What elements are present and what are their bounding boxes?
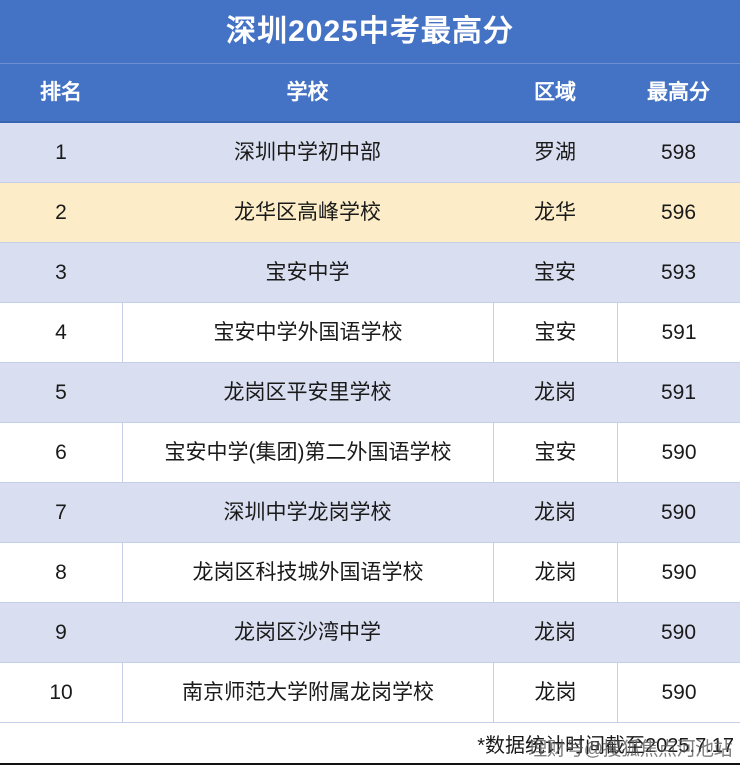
cell-school: 南京师范大学附属龙岗学校 xyxy=(122,663,493,722)
cell-score: 590 xyxy=(617,663,740,722)
cell-rank: 1 xyxy=(55,141,67,164)
cell-school: 宝安中学 xyxy=(265,261,350,284)
table-row: 4 宝安中学外国语学校 宝安 591 xyxy=(0,303,740,363)
column-header-area: 区域 xyxy=(534,81,576,104)
footer-note-bar: *数据统计时间截至2025.7.17 理财号@搜狐焦点河池站 xyxy=(0,723,740,765)
cell-area: 宝安 xyxy=(534,261,576,284)
column-header-score: 最高分 xyxy=(647,81,710,104)
cell-school: 深圳中学初中部 xyxy=(234,141,381,164)
cell-area: 宝安 xyxy=(493,423,617,482)
cell-score: 590 xyxy=(660,501,697,524)
cell-school: 宝安中学(集团)第二外国语学校 xyxy=(122,423,493,482)
cell-score: 591 xyxy=(617,303,740,362)
table-row: 2 龙华区高峰学校 龙华 596 xyxy=(0,183,740,243)
table-row: 7 深圳中学龙岗学校 龙岗 590 xyxy=(0,483,740,543)
page-title: 深圳2025中考最高分 xyxy=(226,14,514,48)
table-row: 10 南京师范大学附属龙岗学校 龙岗 590 xyxy=(0,663,740,723)
cell-rank: 8 xyxy=(55,561,67,584)
cell-school: 龙华区高峰学校 xyxy=(234,201,381,224)
column-header-school: 学校 xyxy=(286,81,329,104)
cell-area: 龙岗 xyxy=(534,501,576,524)
cell-rank: 3 xyxy=(55,261,67,284)
cell-school: 深圳中学龙岗学校 xyxy=(223,501,392,524)
cell-score: 590 xyxy=(617,423,740,482)
cell-area: 宝安 xyxy=(493,303,617,362)
table-row: 3 宝安中学 宝安 593 xyxy=(0,243,740,303)
cell-rank: 4 xyxy=(55,321,67,344)
cell-area: 罗湖 xyxy=(534,141,576,164)
cell-rank: 2 xyxy=(55,201,67,224)
column-header-rank: 排名 xyxy=(40,81,82,104)
table-header-row: 排名 学校 区域 最高分 xyxy=(0,64,740,123)
cell-school: 龙岗区沙湾中学 xyxy=(234,621,381,644)
cell-area: 龙岗 xyxy=(534,621,576,644)
table-body: 1 深圳中学初中部 罗湖 598 2 龙华区高峰学校 龙华 596 3 宝安中学 宝安 593 4 宝安中… xyxy=(0,123,740,723)
cell-area: 龙岗 xyxy=(493,663,617,722)
cell-rank: 9 xyxy=(55,621,67,644)
cell-rank: 7 xyxy=(55,501,67,524)
cell-score: 598 xyxy=(660,141,697,164)
cell-rank: 10 xyxy=(49,681,73,704)
cell-area: 龙华 xyxy=(534,201,576,224)
cell-score: 596 xyxy=(660,201,697,224)
cell-rank: 6 xyxy=(55,441,67,464)
cell-area: 龙岗 xyxy=(534,381,576,404)
table-row: 6 宝安中学(集团)第二外国语学校 宝安 590 xyxy=(0,423,740,483)
cell-area: 龙岗 xyxy=(493,543,617,602)
cell-score: 593 xyxy=(660,261,697,284)
cell-school: 龙岗区平安里学校 xyxy=(223,381,392,404)
cell-score: 591 xyxy=(660,381,697,404)
data-cutoff-note: *数据统计时间截至2025.7.17 xyxy=(477,734,734,757)
cell-score: 590 xyxy=(660,621,697,644)
title-band: 深圳2025中考最高分 xyxy=(0,0,740,64)
cell-school: 宝安中学外国语学校 xyxy=(122,303,493,362)
table-row: 8 龙岗区科技城外国语学校 龙岗 590 xyxy=(0,543,740,603)
table-row: 1 深圳中学初中部 罗湖 598 xyxy=(0,123,740,183)
table-row: 5 龙岗区平安里学校 龙岗 591 xyxy=(0,363,740,423)
cell-rank: 5 xyxy=(55,381,67,404)
cell-score: 590 xyxy=(617,543,740,602)
cell-school: 龙岗区科技城外国语学校 xyxy=(122,543,493,602)
table-row: 9 龙岗区沙湾中学 龙岗 590 xyxy=(0,603,740,663)
